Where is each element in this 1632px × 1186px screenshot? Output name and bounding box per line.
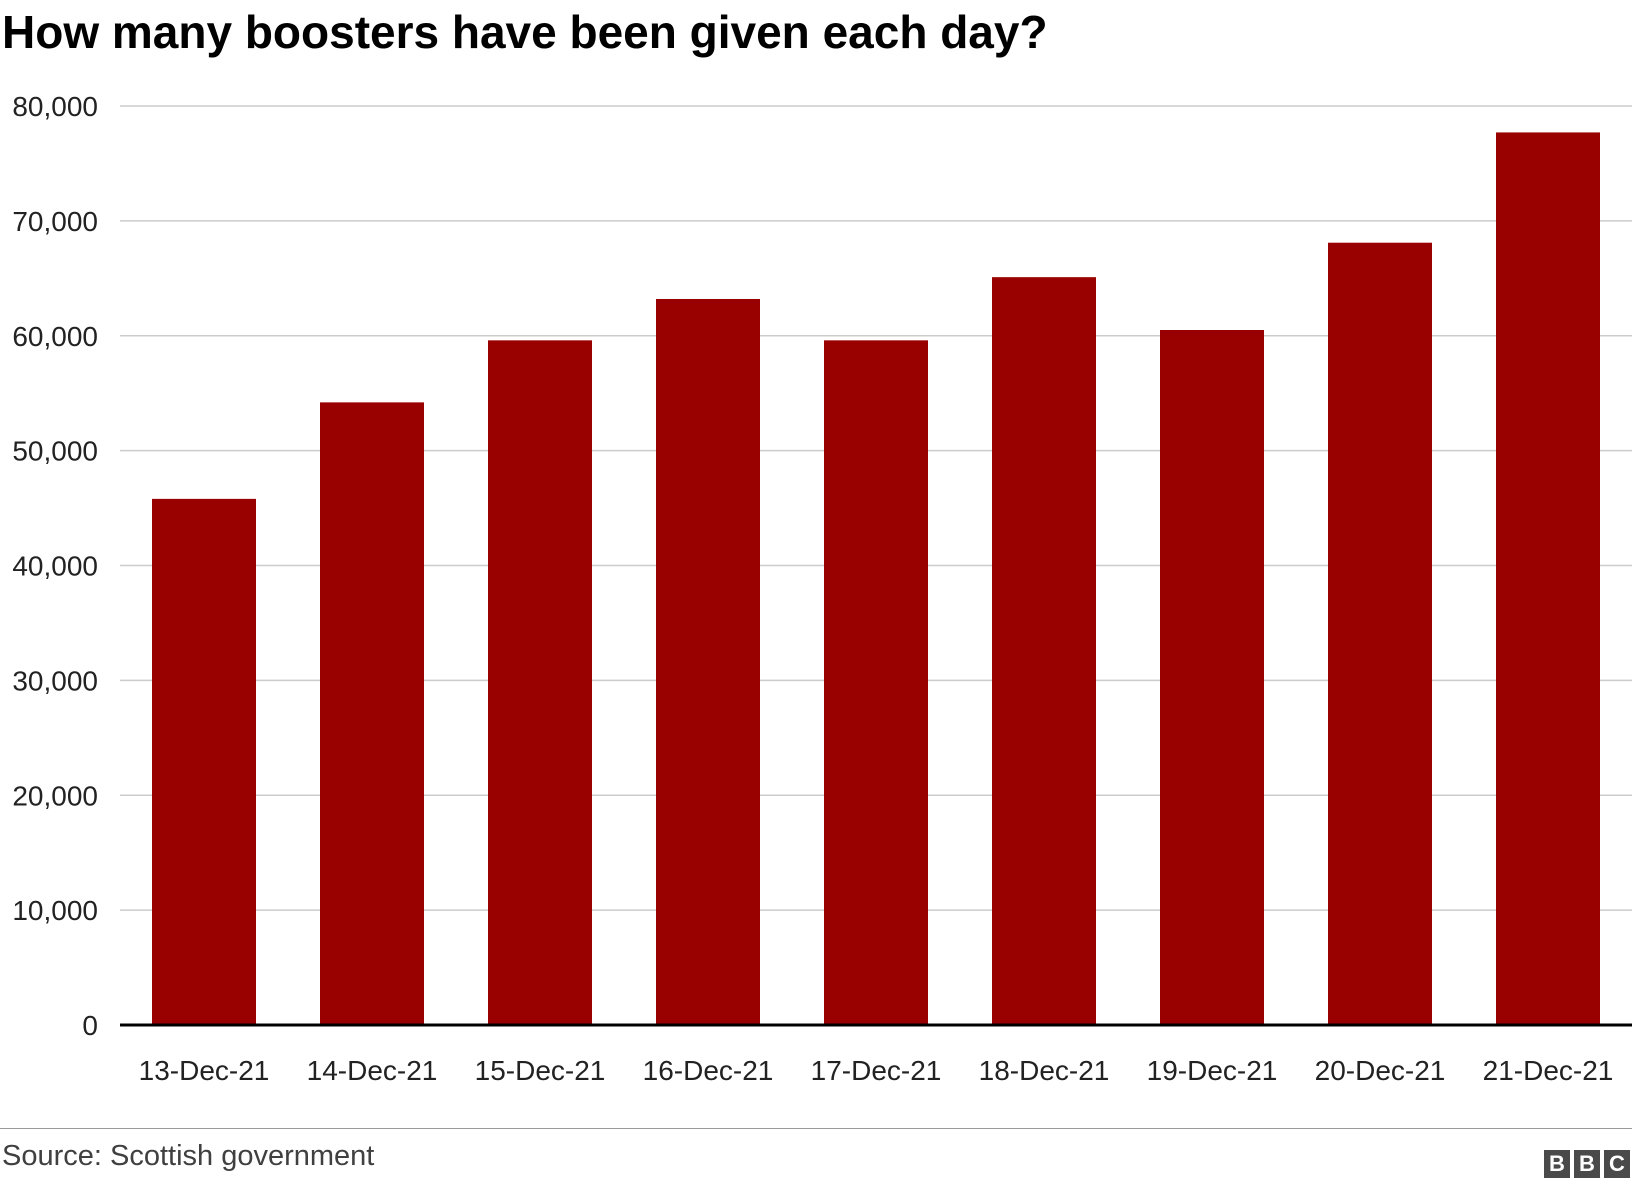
bar [1160, 330, 1264, 1026]
x-tick-label: 14-Dec-21 [307, 1055, 438, 1086]
bar-chart: 0 10,000 20,000 30,000 40,000 50,000 60,000 70,… [12, 91, 1632, 1086]
x-tick-label: 18-Dec-21 [979, 1055, 1110, 1086]
y-tick-label: 80,000 [12, 91, 98, 122]
bar [1328, 242, 1432, 1026]
y-tick-label: 30,000 [12, 665, 98, 696]
bar [320, 402, 424, 1025]
x-tick-label: 19-Dec-21 [1147, 1055, 1278, 1086]
y-tick-label: 50,000 [12, 436, 98, 467]
x-axis-tick-labels: 13-Dec-21 14-Dec-21 15-Dec-21 16-Dec-21 17-D… [139, 1055, 1614, 1086]
x-tick-label: 17-Dec-21 [811, 1055, 942, 1086]
bar [992, 277, 1096, 1025]
footer-divider [0, 1128, 1632, 1129]
y-tick-label: 40,000 [12, 551, 98, 582]
y-axis-tick-labels: 0 10,000 20,000 30,000 40,000 50,000 60,000 70,… [12, 91, 98, 1041]
y-tick-label: 0 [82, 1010, 98, 1041]
source-note: Source: Scottish government [2, 1140, 375, 1172]
x-tick-label: 15-Dec-21 [475, 1055, 606, 1086]
bar [656, 298, 760, 1025]
bbc-logo-letter-1: B [1544, 1150, 1570, 1178]
bar [152, 498, 256, 1025]
y-tick-label: 70,000 [12, 206, 98, 237]
x-tick-label: 20-Dec-21 [1315, 1055, 1446, 1086]
x-tick-label: 21-Dec-21 [1483, 1055, 1614, 1086]
bbc-logo-letter-2: B [1574, 1150, 1600, 1178]
bbc-logo-letter-3: C [1604, 1150, 1630, 1178]
y-tick-label: 60,000 [12, 321, 98, 352]
x-tick-label: 16-Dec-21 [643, 1055, 774, 1086]
bar [488, 340, 592, 1026]
chart-title: How many boosters have been given each d… [2, 6, 1048, 58]
bars [152, 132, 1600, 1026]
x-tick-label: 13-Dec-21 [139, 1055, 270, 1086]
bar [824, 340, 928, 1026]
bar [1496, 132, 1600, 1025]
y-tick-label: 10,000 [12, 895, 98, 926]
bbc-logo: B B C [1544, 1150, 1630, 1178]
y-tick-label: 20,000 [12, 780, 98, 811]
